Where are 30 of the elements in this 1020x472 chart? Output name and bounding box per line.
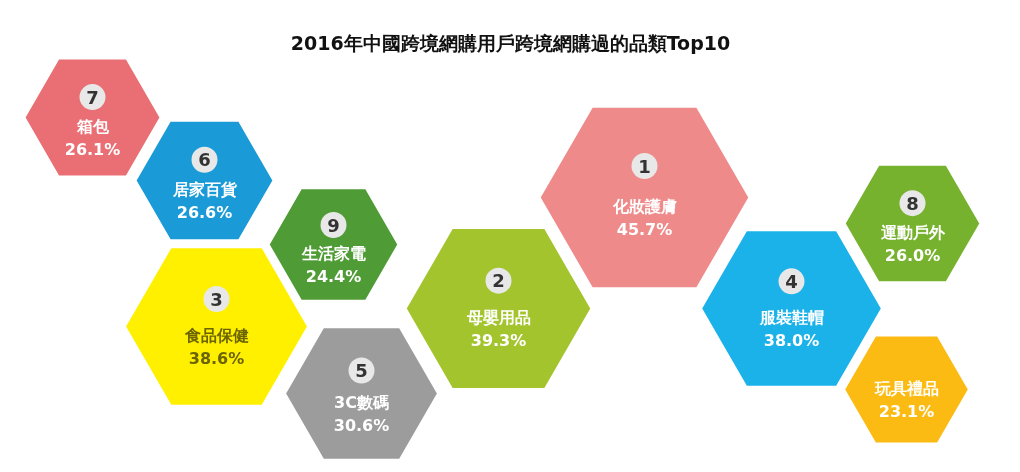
text: 6	[198, 149, 211, 171]
text: 2	[492, 270, 505, 292]
data-label: 23.1%	[878, 402, 935, 421]
text: 4	[785, 270, 798, 292]
category-label: 母嬰用品	[465, 308, 531, 327]
data-label: 24.4%	[305, 267, 362, 286]
data-label: 45.7%	[616, 220, 673, 239]
data-label: 38.6%	[188, 349, 245, 368]
category-label: 居家百貨	[171, 180, 237, 199]
text: 3	[210, 288, 223, 310]
category-label: 食品保健	[183, 326, 249, 345]
data-label: 26.0%	[884, 246, 941, 265]
text: 1	[638, 155, 651, 177]
text: 2016年中國跨境網購用戶跨境網購過的品類Top10	[290, 31, 731, 54]
category-label: 運動戶外	[879, 223, 946, 242]
category-label: 玩具禮品	[873, 379, 939, 398]
data-label: 38.0%	[763, 331, 820, 350]
data-label: 26.6%	[176, 203, 233, 222]
text: 8	[906, 192, 919, 214]
category-label: 化妝護膚	[611, 197, 677, 216]
category-label: 3C數碼	[334, 393, 389, 412]
data-label: 30.6%	[333, 416, 390, 435]
text: 9	[327, 214, 340, 236]
category-label: 箱包	[75, 117, 110, 136]
category-label: 生活家電	[300, 244, 366, 263]
category-label: 服裝鞋帽	[758, 308, 824, 327]
text: 7	[86, 86, 99, 108]
data-label: 26.1%	[64, 140, 121, 159]
text: 5	[355, 360, 368, 382]
data-label: 39.3%	[470, 331, 527, 350]
